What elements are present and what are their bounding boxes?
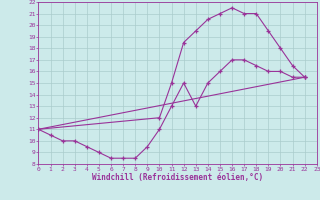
X-axis label: Windchill (Refroidissement éolien,°C): Windchill (Refroidissement éolien,°C) — [92, 173, 263, 182]
